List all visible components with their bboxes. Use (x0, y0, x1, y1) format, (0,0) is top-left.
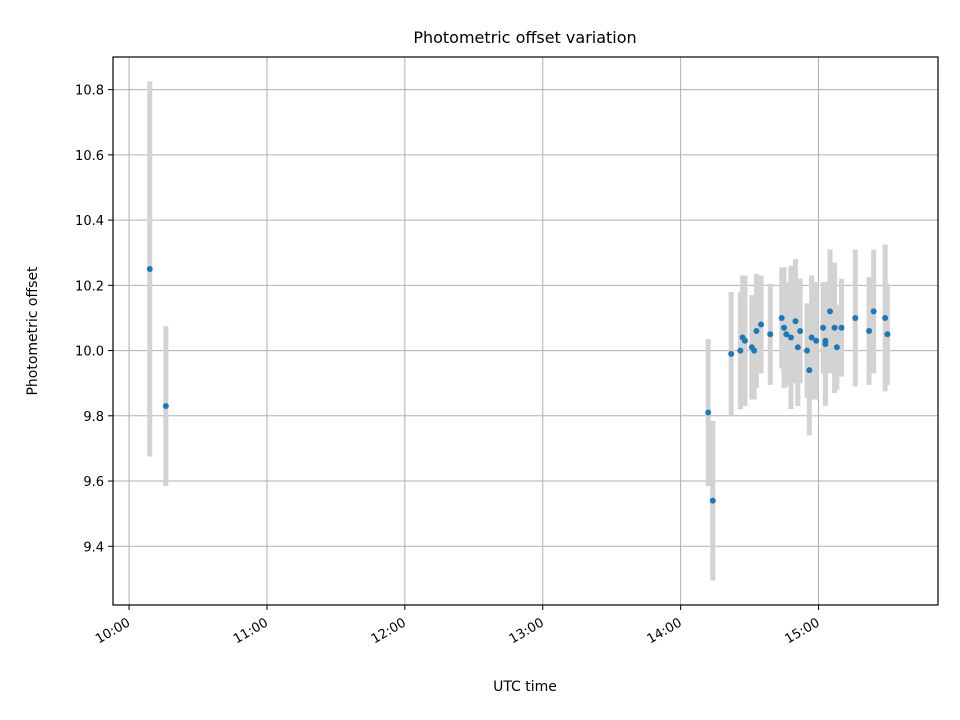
y-axis-label: Photometric offset (25, 266, 41, 396)
data-point (792, 318, 799, 325)
data-point (705, 409, 712, 416)
data-point (808, 334, 815, 341)
data-point (826, 308, 833, 315)
x-axis-ticks: 10:00 11:00 12:00 13:00 14:00 15:00 (93, 605, 823, 647)
y-tick-label: 10.0 (75, 345, 104, 360)
data-point (767, 331, 774, 338)
y-tick-label: 10.2 (75, 279, 104, 294)
data-point (709, 497, 716, 504)
x-axis-label: UTC time (493, 679, 557, 695)
y-tick-label: 10.4 (75, 214, 104, 229)
data-point (778, 314, 785, 321)
plot-frame (112, 56, 939, 606)
data-point (797, 328, 804, 334)
x-tick-label: 14:00 (645, 615, 685, 647)
data-point (804, 347, 811, 354)
data-point (751, 347, 758, 354)
y-tick-label: 10.6 (75, 149, 104, 164)
y-tick-label: 10.8 (75, 84, 104, 99)
data-point (787, 334, 794, 341)
data-point (758, 321, 765, 328)
x-tick-label: 13:00 (507, 615, 547, 647)
data-point (852, 314, 859, 321)
data-point (884, 331, 891, 338)
data-point (838, 324, 845, 331)
data-point (741, 337, 748, 344)
data-point (882, 314, 889, 321)
x-tick-label: 10:00 (93, 615, 133, 647)
data-point (870, 308, 877, 315)
error-bars (147, 81, 890, 581)
data-point (146, 266, 153, 273)
data-point (831, 324, 838, 331)
x-tick-label: 11:00 (231, 615, 271, 647)
y-axis-ticks: 9.4 9.6 9.8 10.0 10.2 10.4 10.6 10.8 (75, 84, 113, 555)
y-tick-label: 9.6 (83, 475, 104, 490)
x-tick-label: 12:00 (369, 615, 409, 647)
data-point (866, 328, 873, 334)
data-point (781, 324, 788, 331)
x-tick-label: 15:00 (783, 615, 823, 647)
data-point (794, 344, 801, 351)
y-tick-label: 9.8 (83, 410, 104, 425)
data-point (822, 341, 829, 348)
data-point (813, 337, 820, 344)
data-points (146, 266, 891, 504)
data-point (162, 403, 169, 410)
chart-title: Photometric offset variation (413, 28, 636, 47)
data-point (737, 347, 744, 354)
data-point (820, 324, 827, 331)
data-point (806, 367, 813, 374)
data-point (753, 328, 760, 334)
y-tick-label: 9.4 (83, 540, 104, 555)
data-point (728, 350, 735, 357)
data-point (833, 344, 840, 351)
data-point (783, 331, 790, 338)
